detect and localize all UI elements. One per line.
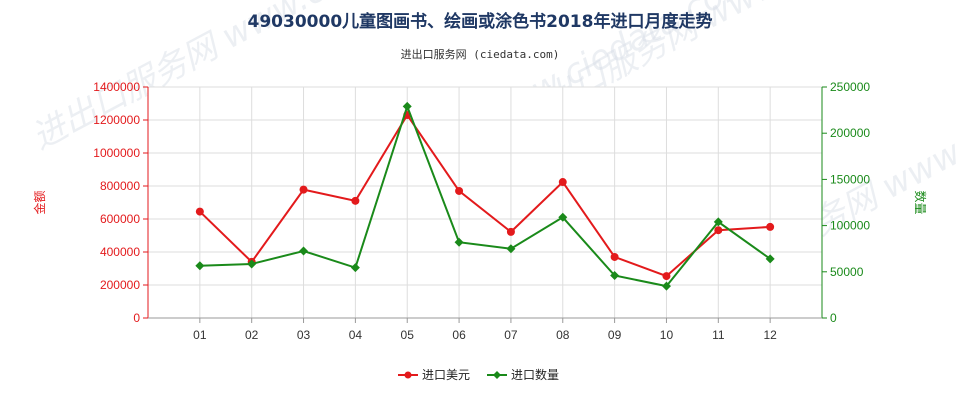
data-point-usd [351,196,360,205]
data-point-usd [610,252,619,261]
left-tick-label: 200000 [100,278,140,292]
plot-area: 0200000400000600000800000100000012000001… [93,80,870,342]
data-point-qty [558,212,568,222]
x-tick-label: 01 [193,328,207,342]
left-axis-label: 金额 [32,190,47,214]
data-point-usd [662,272,671,281]
data-point-usd [714,226,723,235]
data-point-qty [195,261,205,271]
left-tick-label: 1000000 [93,146,140,160]
left-tick-label: 800000 [100,179,140,193]
left-tick-label: 0 [133,311,140,325]
data-point-usd [299,185,308,194]
x-tick-label: 10 [660,328,674,342]
legend-item-qty: 进口数量 [487,367,559,382]
legend-qty-marker-icon [493,371,501,379]
x-tick-label: 11 [712,328,725,342]
x-tick-label: 12 [763,328,777,342]
x-tick-label: 05 [401,328,415,342]
data-point-usd [558,178,567,187]
legend-usd-label: 进口美元 [422,368,470,382]
left-tick-label: 1400000 [93,80,140,94]
data-point-usd [506,227,515,236]
x-tick-label: 08 [556,328,570,342]
right-tick-label: 100000 [830,219,870,233]
legend: 进口美元 进口数量 [398,367,559,382]
legend-qty-label: 进口数量 [511,367,559,382]
chart-subtitle: 进出口服务网 (ciedata.com) [401,47,560,61]
x-tick-label: 02 [245,328,259,342]
data-point-qty [506,244,516,254]
left-tick-label: 400000 [100,245,140,259]
data-point-qty [247,259,257,269]
x-tick-label: 03 [297,328,311,342]
data-point-qty [299,246,309,256]
chart-title: 49030000儿童图画书、绘画或涂色书2018年进口月度走势 [248,11,713,32]
left-tick-label: 1200000 [93,113,140,127]
right-tick-label: 50000 [830,265,864,279]
series-line-usd [199,113,771,278]
right-tick-label: 0 [830,311,837,325]
data-point-qty [454,237,464,247]
data-point-qty [402,101,412,111]
left-axis-ticks: 0 200000 400000 600000 800000 1000000 1200000 1… [93,80,148,325]
x-tick-label: 06 [452,328,466,342]
data-point-qty [713,217,723,227]
right-tick-label: 150000 [830,172,870,186]
series-line-qty [199,103,771,288]
right-tick-label: 250000 [830,80,870,94]
plot-background [148,87,822,318]
data-point-usd [766,222,775,231]
data-point-qty [350,263,360,273]
x-tick-label: 07 [504,328,518,342]
data-point-qty [765,254,775,264]
x-axis-ticks: 01 02 03 04 05 06 07 08 09 10 11 12 [193,318,777,342]
right-tick-label: 200000 [830,126,870,140]
x-tick-label: 04 [349,328,363,342]
left-tick-label: 600000 [100,212,140,226]
data-point-usd [195,207,204,216]
data-point-qty [610,270,620,280]
legend-usd-marker-icon [404,371,412,379]
legend-item-usd: 进口美元 [398,368,470,382]
right-axis-ticks: 0 50000 100000 150000 200000 250000 [822,80,870,325]
data-point-qty [661,281,671,291]
series-layer [195,101,775,291]
data-point-usd [455,186,464,195]
right-axis-label: 数量 [913,190,928,214]
x-tick-label: 09 [608,328,622,342]
